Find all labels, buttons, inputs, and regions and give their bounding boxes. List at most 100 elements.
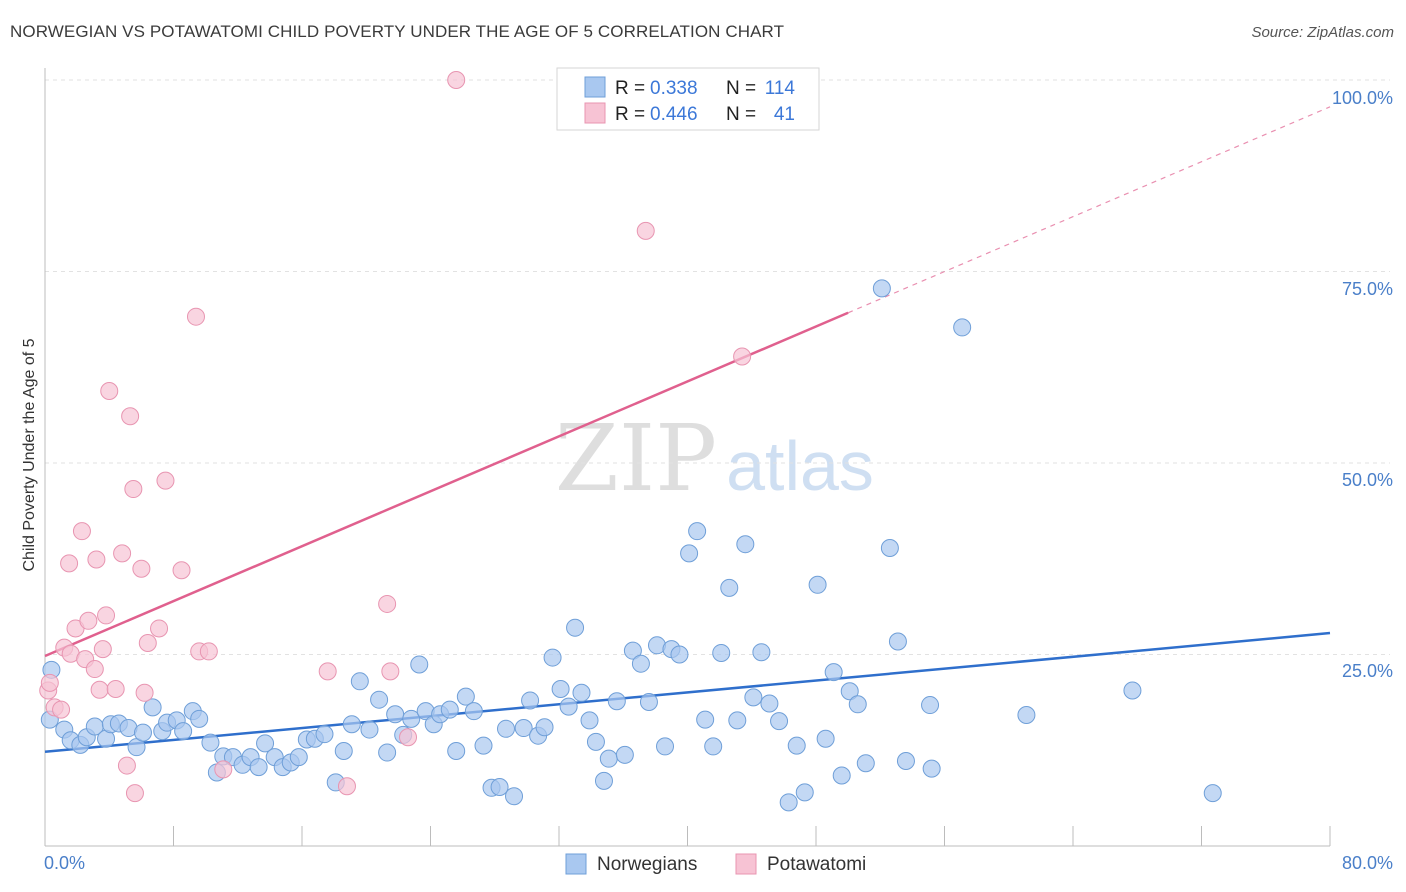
legend-n-value-1: 114 [765, 78, 796, 99]
potawatomi-point [318, 662, 337, 681]
potawatomi-point [106, 679, 125, 698]
norwegians-point [712, 643, 731, 662]
potawatomi-point [378, 594, 397, 613]
watermark-atlas: atlas [726, 427, 874, 505]
norwegians-point [840, 682, 859, 701]
y-tick-label-100: 100.0% [1332, 88, 1393, 108]
potawatomi-point [72, 522, 91, 541]
norwegians-point [599, 749, 618, 768]
norwegians-point [490, 778, 509, 797]
source-label: Source: ZipAtlas.com [1251, 24, 1394, 41]
chart-title: NORWEGIAN VS POTAWATOMI CHILD POVERTY UN… [10, 22, 785, 41]
potawatomi-point [214, 760, 233, 779]
potawatomi-point [399, 728, 418, 747]
norwegians-point [551, 679, 570, 698]
norwegians-point [410, 655, 429, 674]
norwegians-trend-line [44, 631, 1331, 754]
norwegians-point [880, 539, 899, 558]
potawatomi-point [40, 673, 59, 692]
norwegians-point [752, 643, 771, 662]
norwegians-point [315, 725, 334, 744]
potawatomi-point [150, 619, 169, 638]
potawatomi-point [87, 550, 106, 569]
potawatomi-point [97, 606, 116, 625]
norwegians-point [639, 692, 658, 711]
norwegians-point [249, 758, 268, 777]
norwegians-point [872, 279, 891, 298]
norwegians-point [824, 663, 843, 682]
norwegians-point [334, 742, 353, 761]
norwegians-point [535, 718, 554, 737]
x-tick-label-min: 0.0% [44, 853, 85, 873]
norwegians-point [521, 691, 540, 710]
legend-r-label-1: R = [615, 78, 645, 99]
norwegians-point [447, 742, 466, 761]
norwegians-point [688, 522, 707, 541]
potawatomi-point [135, 683, 154, 702]
potawatomi-point [138, 634, 157, 653]
norwegians-point [848, 695, 867, 714]
norwegians-point [1203, 784, 1222, 803]
norwegians-point [350, 672, 369, 691]
norwegians-point [474, 736, 493, 755]
potawatomi-point [52, 700, 71, 719]
norwegians-point [888, 632, 907, 651]
norwegians-point [680, 544, 699, 563]
legend-r-value-2: 0.446 [650, 104, 698, 125]
potawatomi-point [636, 221, 655, 240]
norwegians-point [174, 722, 193, 741]
bottom-legend-swatch-potawatomi [735, 853, 757, 875]
norwegians-point [594, 771, 613, 790]
potawatomi-point [381, 662, 400, 681]
potawatomi-point [125, 784, 144, 803]
bottom-legend-potawatomi: Potawatomi [767, 854, 866, 875]
legend-swatch-norwegians [584, 76, 606, 98]
potawatomi-point [60, 554, 79, 573]
norwegians-point [787, 736, 806, 755]
potawatomi-point [93, 640, 112, 659]
potawatomi-point [733, 347, 752, 366]
norwegians-point [370, 690, 389, 709]
bottom-legend-swatch-norwegians [565, 853, 587, 875]
norwegians-point [256, 734, 275, 753]
legend-r-label-2: R = [615, 104, 645, 125]
axes [44, 68, 1331, 847]
norwegians-point [623, 641, 642, 660]
norwegians-point [921, 696, 940, 715]
series-legend: Norwegians Potawatomi [565, 853, 866, 875]
norwegians-point [580, 711, 599, 730]
y-tick-label-50: 50.0% [1342, 470, 1393, 490]
norwegians-point [736, 535, 755, 554]
data-points [39, 71, 1222, 812]
norwegians-point [696, 710, 715, 729]
norwegians-point [631, 654, 650, 673]
norwegians-point [856, 754, 875, 773]
norwegians-point [704, 737, 723, 756]
potawatomi-point [172, 561, 191, 580]
norwegians-point [1123, 681, 1142, 700]
y-tick-label-25: 25.0% [1342, 661, 1393, 681]
norwegians-point [816, 729, 835, 748]
norwegians-point [201, 733, 220, 752]
norwegians-point [615, 745, 634, 764]
norwegians-point [896, 751, 915, 770]
potawatomi-point [447, 71, 466, 89]
potawatomi-point [132, 559, 151, 578]
potawatomi-point [79, 611, 98, 630]
norwegians-point [670, 645, 689, 664]
norwegians-point [505, 787, 524, 806]
potawatomi-point [90, 680, 109, 699]
norwegians-point [586, 732, 605, 751]
norwegians-point [832, 766, 851, 785]
norwegians-point [808, 575, 827, 594]
norwegians-point [572, 683, 591, 702]
norwegians-point [779, 793, 798, 812]
norwegians-point [378, 743, 397, 762]
norwegians-point [133, 723, 152, 742]
stats-legend: R = 0.338 N = 114 R = 0.446 N = 41 [556, 67, 820, 131]
norwegians-point [656, 737, 675, 756]
norwegians-point [760, 694, 779, 713]
potawatomi-trend-extension [847, 106, 1331, 314]
potawatomi-trend-line [44, 311, 849, 658]
